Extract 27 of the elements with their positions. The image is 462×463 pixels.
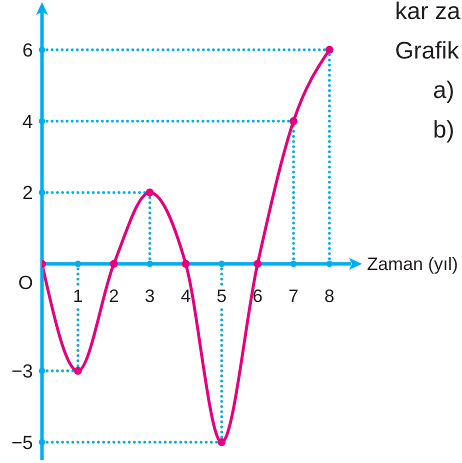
y-tick-label: 6	[22, 40, 33, 62]
text: Grafik	[395, 38, 460, 64]
x-tick-label: 8	[324, 286, 334, 306]
point	[290, 117, 298, 126]
x-tick-label: 6	[252, 286, 263, 306]
point	[325, 46, 334, 54]
x-tick-label: 2	[108, 286, 119, 306]
text: kar za	[395, 0, 462, 25]
x-axis-title: Zaman (yıl)	[367, 254, 458, 274]
x-tick-label: 1	[72, 286, 83, 306]
point	[110, 260, 118, 268]
point	[74, 366, 82, 375]
point	[146, 188, 154, 196]
point	[218, 438, 226, 446]
y-tick-label: −5	[11, 432, 33, 454]
x-tick-label: 7	[288, 286, 299, 306]
annotation: O	[18, 272, 33, 294]
x-tick-label: 4	[180, 286, 191, 306]
y-tick-label: −3	[11, 361, 33, 382]
point	[254, 260, 262, 268]
y-tick-label: 4	[22, 112, 34, 133]
text: b)	[433, 116, 454, 144]
point	[182, 260, 190, 268]
y-tick-label: 2	[22, 183, 33, 204]
x-tick-label: 5	[216, 286, 227, 306]
text: a)	[433, 77, 454, 104]
x-tick-label: 3	[144, 286, 155, 306]
